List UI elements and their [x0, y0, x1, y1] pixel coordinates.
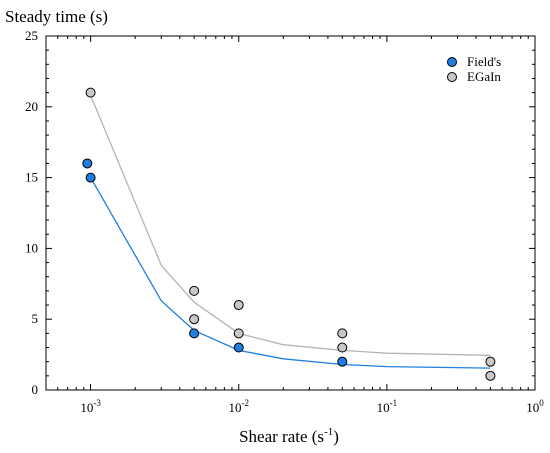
- data-point: [337, 356, 348, 367]
- x-tick-base: 10: [526, 400, 539, 415]
- x-tick-label: 100: [526, 398, 544, 415]
- legend-label: Field's: [467, 54, 501, 69]
- y-tick-label: 20: [25, 99, 38, 114]
- x-tick-base: 10: [80, 400, 93, 415]
- plot-frame: [45, 35, 536, 391]
- data-point: [233, 300, 244, 311]
- data-point: [189, 314, 200, 325]
- data-point: [85, 87, 96, 98]
- x-tick-label: 10-3: [80, 398, 101, 415]
- y-tick-label: 15: [25, 170, 38, 185]
- x-tick-exp: -3: [93, 398, 101, 408]
- x-tick-exp: 0: [539, 398, 544, 408]
- x-tick-base: 10: [377, 400, 390, 415]
- legend-marker: [447, 72, 457, 82]
- fit-line: [89, 95, 491, 356]
- x-axis-ticks: 10-3 10-2 10-1 100: [45, 36, 544, 415]
- data-point: [485, 356, 496, 367]
- legend-marker: [447, 57, 457, 67]
- x-tick-base: 10: [228, 400, 241, 415]
- y-tick-label: 10: [25, 240, 38, 255]
- data-point: [233, 328, 244, 339]
- series-layer: [82, 87, 496, 381]
- data-point: [337, 342, 348, 353]
- y-tick-label: 0: [32, 382, 39, 397]
- data-point: [82, 158, 93, 169]
- y-axis-title: Steady time (s): [5, 7, 108, 26]
- x-axis-title-close: ): [333, 427, 339, 446]
- data-point: [189, 328, 200, 339]
- data-point: [233, 342, 244, 353]
- x-tick-exp: -2: [241, 398, 249, 408]
- data-point: [485, 370, 496, 381]
- y-tick-label: 25: [25, 28, 38, 43]
- y-axis-ticks: 0 5 10 15 20 25: [25, 28, 535, 397]
- x-tick-label: 10-2: [228, 398, 249, 415]
- x-tick-label: 10-1: [377, 398, 398, 415]
- x-axis-title-sup: -1: [324, 426, 333, 438]
- plot-area: [45, 35, 536, 391]
- x-axis-title-main: Shear rate (s: [239, 427, 324, 446]
- data-point: [189, 285, 200, 296]
- x-tick-exp: -1: [390, 398, 398, 408]
- fit-line: [90, 177, 491, 369]
- x-axis-title: Shear rate (s-1): [239, 426, 339, 446]
- data-point: [337, 328, 348, 339]
- legend-label: EGaIn: [467, 69, 501, 84]
- y-tick-label: 5: [32, 311, 39, 326]
- data-point: [85, 172, 96, 183]
